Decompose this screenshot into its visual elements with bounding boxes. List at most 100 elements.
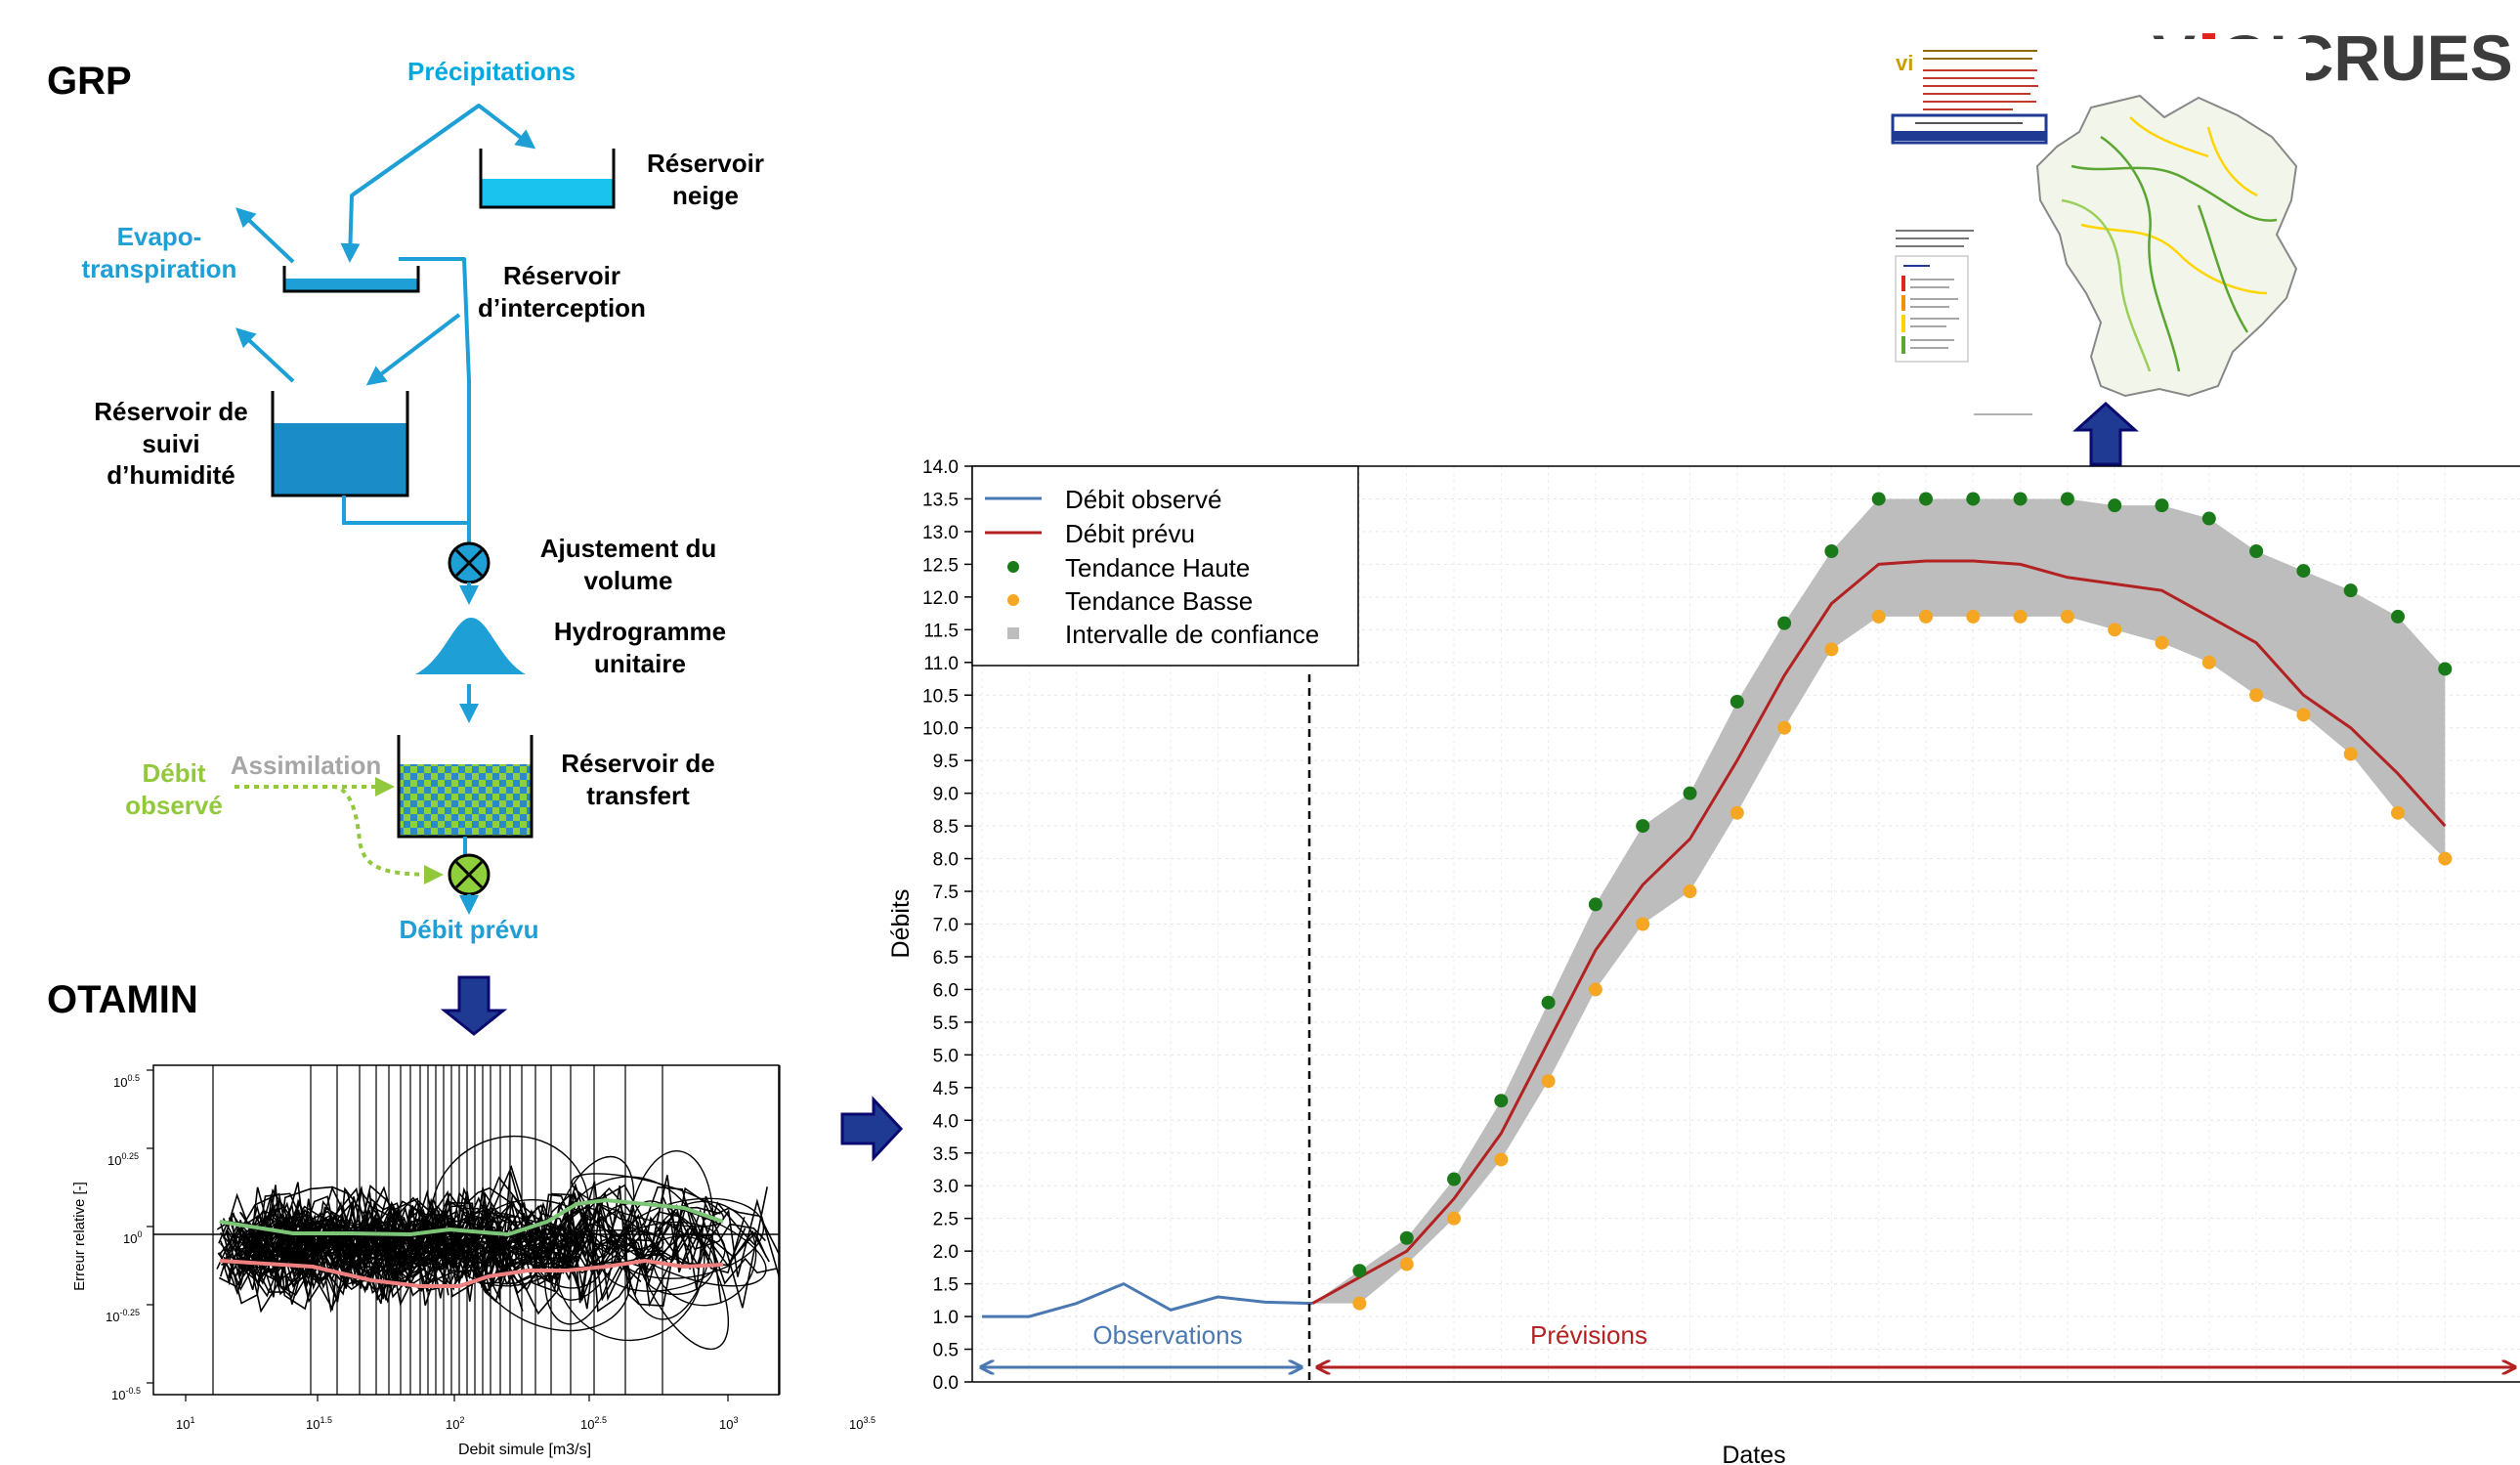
- vigicrues-screenshot-thumbnail: vi: [1886, 39, 2306, 430]
- otamin-ytick: 100.5: [113, 1073, 140, 1090]
- otamin-error-loop: [571, 1173, 725, 1228]
- otamin-ytick: 100.25: [107, 1151, 139, 1168]
- series-high-point: [2296, 564, 2311, 579]
- series-high-point: [1352, 1264, 1367, 1278]
- transfer-reservoir: [397, 735, 534, 839]
- interception-reservoir-label-1: Réservoir: [503, 261, 620, 290]
- otamin-x-axis: 101 101.5 102 102.5 103 103.5 Debit simu…: [176, 1415, 876, 1458]
- volume-adjustment-node: [448, 541, 491, 584]
- chart-ytick-label: 8.0: [933, 850, 959, 871]
- otamin-xtick: 102.5: [580, 1415, 607, 1432]
- otamin-error-trace: [229, 1184, 722, 1310]
- chart-ytick-label: 0.0: [933, 1373, 959, 1394]
- chart-ytick-label: 9.5: [933, 752, 959, 772]
- series-high-point: [1777, 616, 1792, 630]
- chart-ytick-label: 3.5: [933, 1144, 959, 1165]
- series-high-point: [1447, 1172, 1461, 1186]
- series-high-point: [2343, 583, 2358, 598]
- series-low-point: [2013, 609, 2028, 624]
- chart-ytick-label: 6.5: [933, 948, 959, 969]
- chart-ytick-label: 10.0: [922, 719, 959, 740]
- chart-ytick-label: 2.5: [933, 1210, 959, 1230]
- forecast-chart: 0.0 0.5 1.0 1.5 2.0 2.5 3.0 3.5 4.0 4.5 5.0 5.5 6.0 6…: [887, 457, 2520, 1465]
- evapotranspiration-label-1: Evapo-: [117, 222, 202, 251]
- otamin-xtick: 103.5: [849, 1415, 876, 1432]
- otamin-error-loop: [641, 1235, 716, 1296]
- otamin-error-trace: [218, 1200, 503, 1288]
- chart-ytick-label: 4.0: [933, 1111, 959, 1132]
- otamin-error-trace: [219, 1200, 536, 1296]
- previsions-annotation: Prévisions: [1530, 1320, 1647, 1350]
- grp-diagram: GRP Précipitations Réservoir neige Réser…: [47, 57, 764, 944]
- interception-reservoir: [282, 266, 420, 293]
- logo-bar-red: [2202, 33, 2215, 43]
- observed-flow-label-2: observé: [125, 791, 223, 820]
- chart-ytick-label: 12.0: [922, 588, 959, 609]
- series-low-point: [1871, 609, 1886, 624]
- series-low-point: [1588, 982, 1602, 997]
- svg-text:Tendance Haute: Tendance Haute: [1065, 553, 1250, 582]
- chart-ytick-label: 2.0: [933, 1242, 959, 1263]
- unit-hydrograph-label-1: Hydrogramme: [554, 617, 726, 646]
- series-observed-line: [982, 1281, 1313, 1318]
- svg-text:100.25: 100.25: [107, 1151, 139, 1168]
- snow-reservoir-label-1: Réservoir: [647, 149, 764, 178]
- right-arrow-icon: [840, 1096, 904, 1162]
- precipitation-arrows: [340, 104, 536, 263]
- chart-ytick-label: 1.5: [933, 1275, 959, 1296]
- thumb-legend: [1895, 255, 1969, 363]
- svg-text:102: 102: [446, 1415, 464, 1432]
- series-low-point: [2155, 635, 2169, 650]
- chart-ylabel: Débits: [887, 889, 915, 959]
- legend-entry-interval: Intervalle de confiance: [1007, 620, 1319, 649]
- volume-adjustment-label-1: Ajustement du: [540, 534, 717, 563]
- chart-ytick-label: 13.5: [922, 490, 959, 510]
- series-high-point: [1494, 1094, 1509, 1108]
- series-high-point: [2155, 498, 2169, 513]
- otamin-xtick: 102: [446, 1415, 464, 1432]
- thumb-logo-mark: vi: [1896, 51, 1913, 75]
- series-high-point: [2060, 492, 2074, 506]
- snow-reservoir: [479, 149, 616, 209]
- otamin-error-trace: [225, 1215, 442, 1287]
- series-low-point: [1824, 642, 1839, 657]
- series-low-point: [2391, 805, 2405, 820]
- otamin-title: OTAMIN: [47, 978, 198, 1021]
- chart-ytick-label: 5.0: [933, 1046, 959, 1066]
- otamin-upper-quantile: [219, 1197, 724, 1237]
- series-high-point: [1399, 1230, 1414, 1245]
- chart-ytick-label: 10.5: [922, 686, 959, 707]
- otamin-ytick: 10-0.5: [111, 1386, 141, 1402]
- series-high-point: [2391, 609, 2405, 624]
- legend-entry-forecast: Débit prévu: [985, 519, 1195, 548]
- assimilation-label: Assimilation: [231, 751, 382, 780]
- chart-ytick-label: 11.5: [923, 621, 959, 641]
- otamin-error-loop: [431, 1135, 590, 1287]
- otamin-error-trace: [228, 1192, 447, 1294]
- series-forecast-line: [1311, 559, 2447, 1305]
- series-low-point: [1777, 720, 1792, 735]
- otamin-lower-quantile: [219, 1258, 724, 1288]
- series-low-point: [2060, 609, 2074, 624]
- svg-text:10-0.5: 10-0.5: [111, 1386, 141, 1402]
- legend-entry-high: Tendance Haute: [1007, 553, 1250, 582]
- chart-ytick-label: 11.0: [923, 654, 959, 674]
- snow-reservoir-label-2: neige: [672, 181, 739, 210]
- moisture-reservoir-label-1: Réservoir de: [94, 397, 248, 426]
- chart-ytick-label: 3.0: [933, 1177, 959, 1197]
- chart-ytick-label: 1.0: [933, 1308, 959, 1328]
- svg-text:101: 101: [176, 1415, 194, 1432]
- svg-text:101.5: 101.5: [306, 1415, 332, 1432]
- otamin-xlabel: Debit simule [m3/s]: [458, 1442, 591, 1458]
- moisture-reservoir: [271, 391, 409, 497]
- otamin-error-loop: [478, 1212, 545, 1250]
- series-low-point: [1399, 1257, 1414, 1271]
- assimilation-arrows: [235, 777, 444, 884]
- otamin-ytick: 100: [123, 1229, 142, 1246]
- interception-flows: [365, 257, 471, 547]
- svg-text:100: 100: [123, 1229, 142, 1246]
- series-high-point: [2201, 511, 2216, 526]
- chart-ytick-label: 14.0: [922, 457, 959, 478]
- observations-annotation: Observations: [1092, 1320, 1242, 1350]
